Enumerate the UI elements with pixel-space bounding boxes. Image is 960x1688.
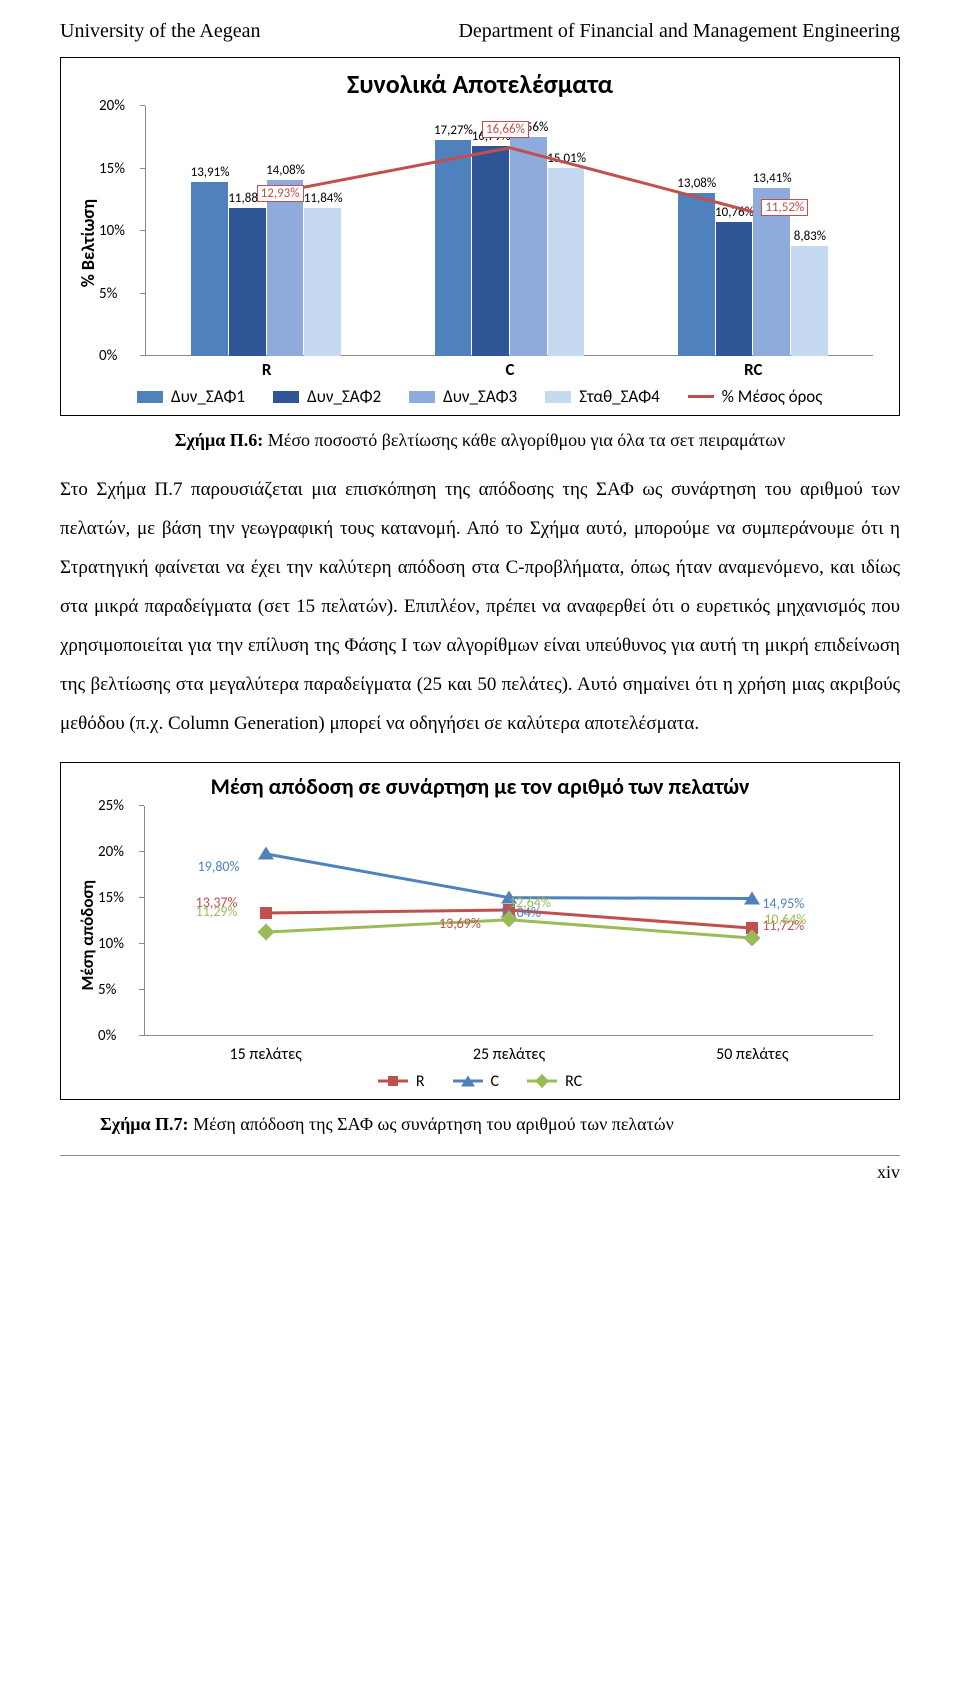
header-right: Department of Financial and Management E… [458, 20, 900, 43]
chart2-legend: RCRC [77, 1072, 883, 1091]
chart1-ytick: 20% [99, 97, 125, 115]
chart2-x-label: 25 πελάτες [473, 1045, 545, 1064]
caption1-bold: Σχήμα Π.6: [175, 430, 264, 450]
chart1-x-label: C [506, 359, 515, 380]
legend-item: R [378, 1072, 425, 1091]
chart2-point-label: 12,64% [509, 894, 551, 911]
chart1-line-label: 11,52% [761, 199, 808, 216]
chart1-legend: Δυν_ΣΑΦ1 Δυν_ΣΑΦ2 Δυν_ΣΑΦ3 Σταθ_ΣΑΦ4 % Μέσος… [77, 386, 883, 407]
chart-1: Συνολικά Αποτελέσματα % Βελτίωση 0% 5% 10%… [60, 57, 900, 416]
chart2-point-label: 13,69% [439, 915, 481, 932]
chart1-title: Συνολικά Αποτελέσματα [77, 68, 883, 100]
chart2-marker [503, 913, 515, 925]
caption-2: Σχήμα Π.7: Μέση απόδοση της ΣΑΦ ως συνάρ… [100, 1114, 870, 1135]
chart1-area: 13,91%11,88%14,08%11,84%17,27%16,79%17,5… [145, 106, 875, 356]
chart2-marker [258, 847, 274, 860]
legend-item: Δυν_ΣΑΦ3 [409, 386, 517, 407]
chart1-plot: 0%5%10%15%20%13,91%11,88%14,08%11,84%17,… [99, 106, 883, 380]
caption2-rest: Μέση απόδοση της ΣΑΦ ως συνάρτηση του αρ… [189, 1114, 674, 1134]
chart1-ytick: 15% [99, 160, 125, 178]
chart2-marker [744, 892, 760, 905]
legend-item: Δυν_ΣΑΦ1 [137, 386, 245, 407]
caption2-bold: Σχήμα Π.7: [100, 1114, 189, 1134]
chart2-plot: 0%5%10%15%20%25%13,37%13,69%11,72%19,80%… [98, 806, 883, 1066]
legend-item: Δυν_ΣΑΦ2 [273, 386, 381, 407]
chart2-point-label: 14,95% [762, 895, 804, 912]
chart2-x-label: 15 πελάτες [230, 1045, 302, 1064]
chart2-marker [260, 926, 272, 938]
chart2-point-label: 19,80% [198, 858, 240, 875]
page-header: University of the Aegean Department of F… [60, 20, 900, 43]
chart2-marker [746, 932, 758, 944]
chart2-marker [260, 907, 272, 919]
chart2-area: 13,37%13,69%11,72%19,80%15,04%14,95%11,2… [144, 806, 874, 1036]
chart1-x-label: R [262, 359, 272, 380]
footer: xiv [60, 1155, 900, 1183]
legend-item: % Μέσος όρος [688, 386, 822, 407]
caption1-rest: Μέσο ποσοστό βελτίωσης κάθε αλγορίθμου γ… [263, 430, 785, 450]
chart2-title: Μέση απόδοση σε συνάρτηση με τον αριθμό … [77, 773, 883, 800]
legend-item: C [453, 1072, 500, 1091]
page-number: xiv [877, 1162, 900, 1183]
chart1-line [145, 106, 875, 356]
header-left: University of the Aegean [60, 20, 261, 43]
chart-2: Μέση απόδοση σε συνάρτηση με τον αριθμό … [60, 762, 900, 1100]
chart1-ytick: 0% [99, 347, 117, 365]
chart2-x-label: 50 πελάτες [716, 1045, 788, 1064]
caption-1: Σχήμα Π.6: Μέσο ποσοστό βελτίωσης κάθε α… [90, 430, 870, 451]
chart1-x-label: RC [744, 359, 762, 380]
chart2-point-label: 10,64% [764, 911, 806, 928]
chart1-line-label: 16,66% [482, 121, 529, 138]
chart2-point-label: 11,29% [196, 903, 238, 920]
chart1-line-label: 12,93% [257, 185, 304, 202]
chart1-y-label: % Βελτίωση [77, 199, 99, 287]
chart1-ytick: 10% [99, 222, 125, 240]
legend-item: Σταθ_ΣΑΦ4 [545, 386, 660, 407]
chart1-ytick: 5% [99, 285, 117, 303]
legend-item: RC [527, 1072, 582, 1091]
body-paragraph: Στο Σχήμα Π.7 παρουσιάζεται μια επισκόπη… [60, 471, 900, 744]
chart2-y-label: Μέση απόδοση [77, 880, 98, 991]
